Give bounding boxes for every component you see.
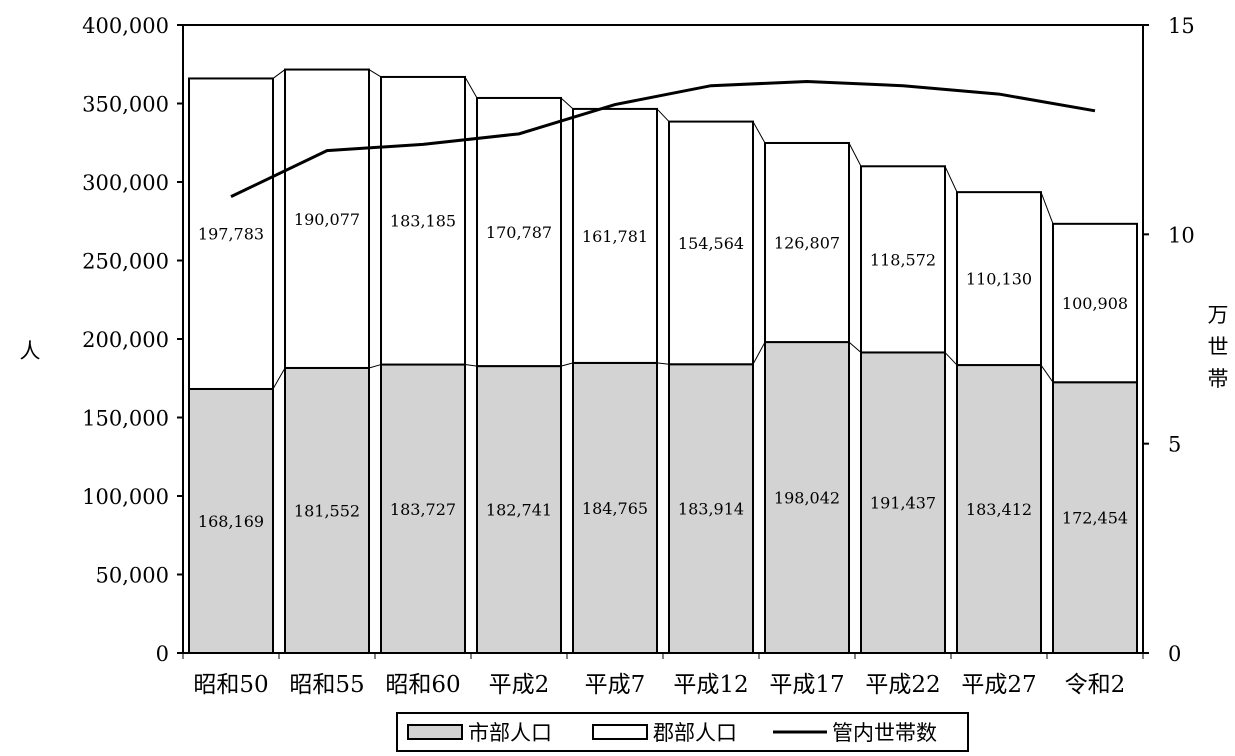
bar-city-0 xyxy=(188,387,274,654)
bar-county-8 xyxy=(956,191,1042,367)
y-right-tick-label-3: 15 xyxy=(1168,14,1195,38)
y-left-tick-label-2: 100,000 xyxy=(82,485,169,509)
bar-city-5 xyxy=(668,363,754,654)
legend-label-households: 管内世帯数 xyxy=(832,721,937,745)
y-left-tick-label-6: 300,000 xyxy=(82,171,169,195)
y-left-tick-label-3: 150,000 xyxy=(82,407,169,431)
y-right-axis-title: 万世帯 xyxy=(1208,303,1229,391)
label-county-5: 154,564 xyxy=(678,234,744,253)
x-category-label-9: 令和2 xyxy=(1065,672,1126,698)
legend-label-county: 郡部人口 xyxy=(653,721,737,745)
y-left-tick-label-5: 250,000 xyxy=(82,250,169,274)
connector-county-3 xyxy=(560,97,574,110)
axes-layer: 0 50,000 100,000 150,000 200,000 250,000 300,0… xyxy=(20,14,1229,698)
connector-city-6 xyxy=(848,341,862,353)
connector-city-1 xyxy=(368,364,382,369)
x-category-label-5: 平成12 xyxy=(673,672,748,698)
label-city-1: 181,552 xyxy=(294,501,360,520)
y-left-tick-label-8: 400,000 xyxy=(82,14,169,38)
label-county-0: 197,783 xyxy=(198,225,264,244)
x-category-label-6: 平成17 xyxy=(769,672,844,698)
bar-city-7 xyxy=(860,351,946,654)
bars-layer xyxy=(188,68,1138,654)
x-category-label-1: 昭和55 xyxy=(289,672,364,698)
bar-city-8 xyxy=(956,364,1042,654)
label-county-8: 110,130 xyxy=(966,270,1032,289)
label-city-5: 183,914 xyxy=(678,500,744,519)
connector-city-5 xyxy=(752,341,766,365)
bar-city-9 xyxy=(1052,381,1138,654)
y-right-tick-label-2: 10 xyxy=(1168,223,1195,247)
y-left-tick-label-4: 200,000 xyxy=(82,328,169,352)
label-city-9: 172,454 xyxy=(1062,509,1128,528)
household-line-layer xyxy=(230,80,1096,199)
x-category-label-3: 平成2 xyxy=(489,672,550,698)
connector-city-7 xyxy=(944,352,958,366)
legend-swatch-city xyxy=(407,724,463,740)
label-county-1: 190,077 xyxy=(294,210,360,229)
label-county-2: 183,185 xyxy=(390,212,456,231)
label-city-4: 184,765 xyxy=(582,499,648,518)
connector-county-1 xyxy=(368,69,382,78)
label-county-9: 100,908 xyxy=(1062,294,1128,313)
label-city-3: 182,741 xyxy=(486,501,552,520)
bar-county-3 xyxy=(476,96,562,368)
connector-lines xyxy=(272,69,1054,390)
legend: 市部人口 郡部人口 管内世帯数 xyxy=(396,712,969,752)
label-city-7: 191,437 xyxy=(870,494,936,513)
y-left-axis-title: 人 xyxy=(20,339,41,363)
connector-city-0 xyxy=(272,367,286,390)
legend-label-city: 市部人口 xyxy=(468,721,552,745)
label-county-3: 170,787 xyxy=(486,223,552,242)
bar-county-4 xyxy=(572,107,658,364)
legend-frame xyxy=(396,712,969,752)
x-category-label-4: 平成7 xyxy=(585,672,646,698)
connector-city-3 xyxy=(560,362,574,367)
y-left-tick-label-0: 0 xyxy=(156,642,169,666)
y-left-tick-label-1: 50,000 xyxy=(96,564,169,588)
connector-city-2 xyxy=(464,364,478,367)
connector-city-8 xyxy=(1040,364,1054,383)
label-city-2: 183,727 xyxy=(390,500,456,519)
household-line xyxy=(230,80,1096,199)
bar-county-7 xyxy=(860,165,946,354)
x-category-label-7: 平成22 xyxy=(865,672,940,698)
bar-county-1 xyxy=(284,68,370,369)
x-category-label-2: 昭和60 xyxy=(385,672,460,698)
label-city-0: 168,169 xyxy=(198,512,264,531)
y-right-tick-label-1: 5 xyxy=(1168,433,1181,457)
legend-swatch-county xyxy=(592,724,648,740)
bar-county-0 xyxy=(188,77,274,390)
x-category-label-0: 昭和50 xyxy=(193,672,268,698)
connector-county-7 xyxy=(944,166,958,193)
label-county-7: 118,572 xyxy=(870,250,936,269)
label-city-6: 198,042 xyxy=(774,489,840,508)
data-labels-layer: 168,169 197,783 181,552 190,077 183,727 183,1… xyxy=(198,210,1128,531)
label-county-4: 161,781 xyxy=(582,227,648,246)
label-city-8: 183,412 xyxy=(966,500,1032,519)
y-left-tick-label-7: 350,000 xyxy=(82,93,169,117)
connector-county-4 xyxy=(656,108,670,122)
connector-county-6 xyxy=(848,142,862,167)
connector-county-0 xyxy=(272,69,286,79)
bar-county-9 xyxy=(1052,222,1138,384)
x-category-label-8: 平成27 xyxy=(961,672,1036,698)
connector-county-2 xyxy=(464,76,478,99)
connector-county-5 xyxy=(752,121,766,144)
connector-city-4 xyxy=(656,362,670,365)
label-county-6: 126,807 xyxy=(774,234,840,253)
connector-county-8 xyxy=(1040,191,1054,224)
bar-county-5 xyxy=(668,120,754,366)
y-right-tick-label-0: 0 xyxy=(1168,642,1181,666)
bar-county-6 xyxy=(764,141,850,344)
bar-county-2 xyxy=(380,75,466,366)
